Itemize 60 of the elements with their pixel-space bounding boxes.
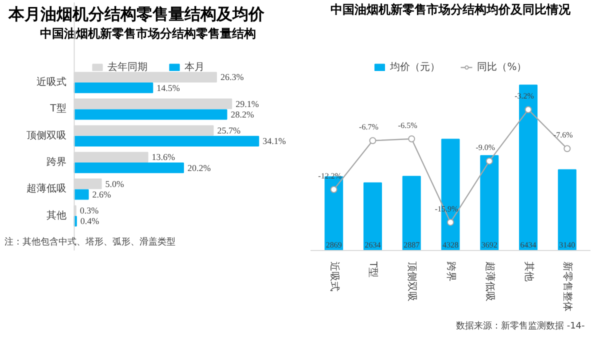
legend-label: 去年同期 bbox=[108, 60, 148, 74]
data-label: 25.7% bbox=[217, 126, 241, 136]
text: 数据来源：新零售监测数据 -14- bbox=[456, 322, 585, 332]
bar bbox=[74, 136, 260, 146]
x-tick-label: 顶侧双吸 bbox=[406, 262, 418, 302]
data-label: 5.0% bbox=[105, 178, 125, 189]
data-label: -9.0% bbox=[476, 143, 496, 152]
point bbox=[330, 186, 338, 193]
data-label: 6434 bbox=[520, 240, 536, 250]
y-tick-label: T型 bbox=[49, 102, 66, 115]
data-label: 2634 bbox=[364, 240, 381, 250]
data-label: 3140 bbox=[559, 240, 576, 250]
legend-label: 均价（元） bbox=[390, 61, 440, 74]
data-label: 0.3% bbox=[80, 206, 100, 216]
bar bbox=[402, 176, 421, 250]
data-label: 0.4% bbox=[80, 216, 100, 226]
x-tick-label: T型 bbox=[367, 260, 380, 278]
x-tick-label: 其他 bbox=[522, 262, 535, 282]
point bbox=[408, 135, 416, 142]
data-label: 34.1% bbox=[262, 136, 286, 146]
bar bbox=[480, 155, 499, 250]
data-label: 26.3% bbox=[220, 72, 244, 82]
point bbox=[486, 158, 493, 165]
data-label: -6.5% bbox=[398, 120, 418, 130]
x-tick-label: 超薄低吸 bbox=[484, 262, 496, 302]
point bbox=[564, 145, 571, 152]
y-tick-label: 顶侧双吸 bbox=[26, 130, 66, 142]
point bbox=[369, 137, 376, 144]
bar bbox=[74, 162, 184, 174]
x-tick-label: 近吸式 bbox=[328, 262, 340, 292]
x-tick-label: 新零售整体 bbox=[562, 262, 574, 312]
data-label: 3692 bbox=[481, 240, 498, 250]
data-label: 2887 bbox=[404, 240, 420, 250]
data-label: 20.2% bbox=[187, 162, 212, 173]
legend-label: 同比（%） bbox=[477, 60, 527, 74]
bar bbox=[74, 189, 89, 200]
bar bbox=[558, 169, 576, 250]
bar bbox=[363, 182, 382, 250]
text: 注：其他包含中式、塔形、弧形、滑盖类型 bbox=[4, 236, 176, 248]
y-tick-label: 其他 bbox=[46, 209, 66, 222]
text: 本月油烟机分结构零售量结构及均价 bbox=[8, 4, 266, 24]
data-label: 14.5% bbox=[156, 82, 180, 93]
data-label: -6.7% bbox=[359, 122, 379, 132]
legend-label: 本月 bbox=[184, 60, 204, 74]
y-tick-label: 超薄低吸 bbox=[26, 182, 66, 195]
data-label: 13.6% bbox=[152, 152, 176, 162]
data-label: -7.6% bbox=[554, 130, 574, 140]
point bbox=[447, 218, 454, 226]
data-label: 4328 bbox=[442, 240, 458, 250]
chart-title: 中国油烟机新零售市场分结构均价及同比情况 bbox=[330, 2, 572, 16]
data-label: 2869 bbox=[326, 240, 342, 250]
data-label: 28.2% bbox=[230, 110, 254, 120]
bar bbox=[74, 109, 228, 120]
bar bbox=[74, 82, 154, 94]
data-label: 2.6% bbox=[92, 190, 112, 200]
point bbox=[524, 106, 532, 114]
data-label: 29.1% bbox=[236, 98, 260, 109]
y-tick-label: 近吸式 bbox=[36, 76, 66, 88]
x-tick-label: 跨界 bbox=[445, 262, 456, 282]
y-tick-label: 跨界 bbox=[46, 157, 66, 168]
